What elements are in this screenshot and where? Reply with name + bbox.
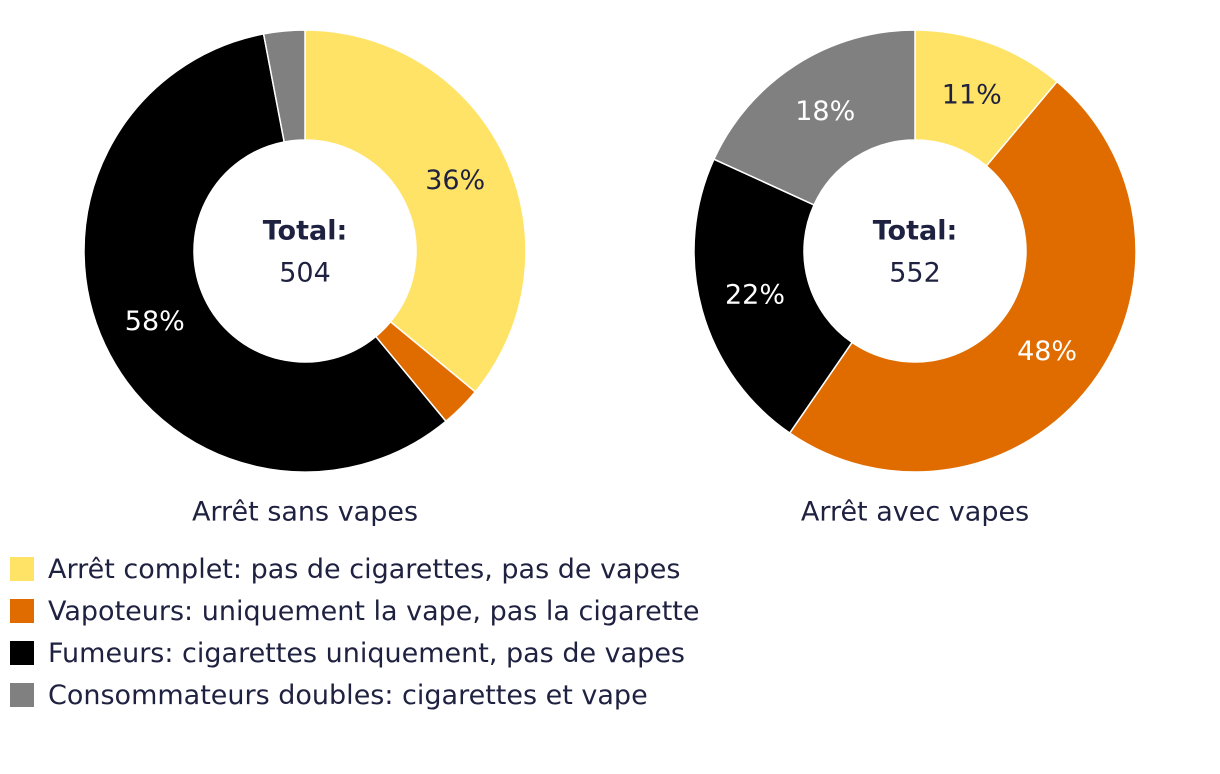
data-label-arret-complet: 11%: [942, 80, 1002, 111]
chart-title: Arrêt avec vapes: [801, 497, 1029, 528]
legend-label: Vapoteurs: uniquement la vape, pas la ci…: [48, 595, 700, 627]
data-label-doubles: 18%: [795, 96, 855, 127]
donut-charts: 36% 58% Total: 504 Arrêt sans vapes 11% 48% 22%…: [83, 29, 1137, 528]
data-label-arret-complet: 36%: [425, 165, 485, 196]
center-total-value: 504: [279, 258, 331, 289]
legend-swatch-black: [10, 641, 34, 665]
legend-label: Arrêt complet: pas de cigarettes, pas de…: [48, 553, 681, 585]
chart-title: Arrêt sans vapes: [192, 497, 418, 528]
slice-arret-complet: [304, 29, 527, 393]
legend-item-vapoteurs: Vapoteurs: uniquement la vape, pas la ci…: [10, 590, 699, 632]
legend-swatch-gray: [10, 683, 34, 707]
legend: Arrêt complet: pas de cigarettes, pas de…: [10, 548, 699, 716]
legend-item-arret-complet: Arrêt complet: pas de cigarettes, pas de…: [10, 548, 699, 590]
data-label-vapoteurs: 48%: [1017, 336, 1077, 367]
slice-doubles: [262, 29, 306, 143]
center-total-value: 552: [889, 258, 941, 289]
legend-swatch-orange: [10, 599, 34, 623]
legend-label: Fumeurs: cigarettes uniquement, pas de v…: [48, 637, 685, 669]
slice-vapoteurs: [788, 80, 1137, 473]
legend-item-doubles: Consommateurs doubles: cigarettes et vap…: [10, 674, 699, 716]
slice-doubles: [712, 29, 916, 206]
data-label-fumeurs: 22%: [725, 280, 785, 311]
slice-fumeurs: [693, 158, 854, 435]
donut-chart-1: 36% 58% Total: 504 Arrêt sans vapes: [83, 29, 527, 528]
center-total-label: Total:: [873, 216, 958, 247]
legend-label: Consommateurs doubles: cigarettes et vap…: [48, 679, 648, 711]
legend-swatch-yellow: [10, 557, 34, 581]
legend-item-fumeurs: Fumeurs: cigarettes uniquement, pas de v…: [10, 632, 699, 674]
slice-fumeurs: [83, 33, 447, 473]
donut-chart-2: 11% 48% 22% 18% Total: 552 Arrêt avec vapes: [693, 29, 1137, 528]
data-label-fumeurs: 58%: [125, 306, 185, 337]
center-total-label: Total:: [263, 216, 348, 247]
